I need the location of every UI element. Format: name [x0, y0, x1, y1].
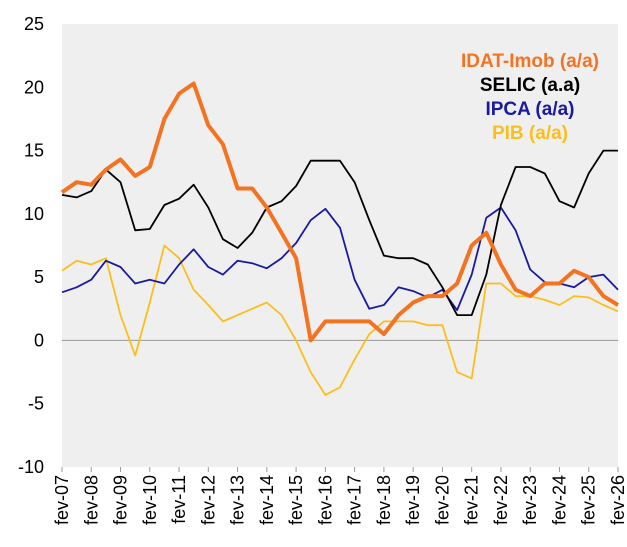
- x-tick-label: fev-14: [257, 475, 277, 525]
- y-tick-label: 15: [24, 141, 44, 161]
- series-line: [61, 149, 618, 316]
- x-tick-label: fev-09: [111, 475, 131, 525]
- y-tick-label: -5: [28, 394, 44, 414]
- legend-entry: IPCA (a/a): [485, 99, 574, 120]
- series-line: [61, 206, 619, 311]
- x-tick-label: fev-10: [140, 475, 160, 525]
- x-tick-label: fev-18: [374, 475, 394, 525]
- y-tick-label: 25: [24, 14, 44, 34]
- plot-area: [62, 24, 618, 467]
- x-tick-label: fev-24: [549, 475, 569, 525]
- y-tick-label: 5: [34, 267, 44, 287]
- x-tick-label: fev-21: [462, 475, 482, 525]
- legend-entry: SELIC (a.a): [480, 75, 580, 96]
- legend-entry: IDAT-Imob (a/a): [461, 51, 599, 72]
- x-tick-label: fev-11: [169, 475, 189, 524]
- y-tick-label: 0: [34, 330, 44, 350]
- legend-entry: PIB (a/a): [492, 123, 568, 144]
- y-tick-label: -10: [18, 457, 44, 477]
- x-tick-label: fev-13: [228, 475, 248, 525]
- x-tick-label: fev-19: [403, 475, 423, 525]
- series-line: [60, 81, 620, 343]
- x-tick-label: fev-08: [81, 475, 101, 525]
- x-tick-label: fev-26: [608, 475, 627, 525]
- x-tick-label: fev-17: [345, 475, 365, 525]
- x-tick-label: fev-12: [198, 475, 218, 525]
- x-tick-label: fev-20: [432, 475, 452, 525]
- x-tick-label: fev-22: [491, 475, 511, 525]
- x-tick-label: fev-15: [286, 475, 306, 525]
- x-tick-label: fev-23: [520, 475, 540, 525]
- y-tick-label: 20: [24, 77, 44, 97]
- x-tick-label: fev-16: [315, 475, 335, 525]
- y-tick-label: 10: [24, 204, 44, 224]
- x-tick-label: fev-07: [52, 475, 72, 525]
- x-tick-label: fev-25: [579, 475, 599, 525]
